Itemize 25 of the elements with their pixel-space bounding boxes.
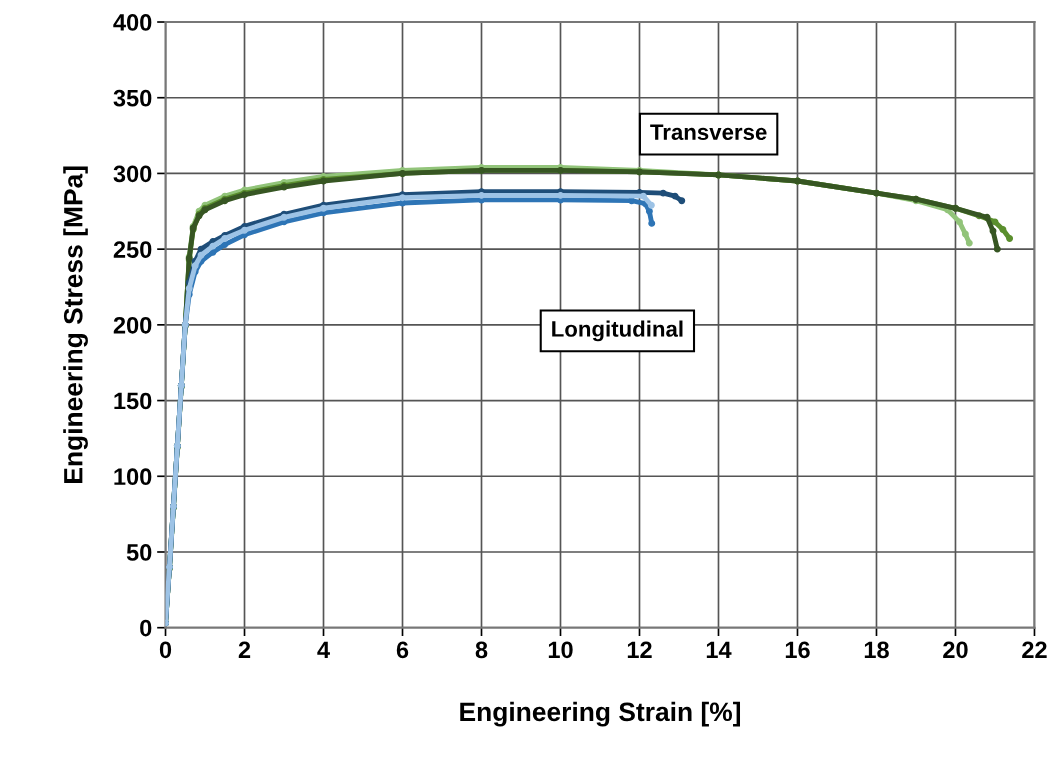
x-tick-label: 20 [943, 641, 968, 659]
y-tick-label: 50 [126, 544, 152, 561]
x-tick-label: 18 [864, 641, 889, 659]
annotation: Longitudinal [552, 320, 683, 342]
y-tick-label: 200 [113, 316, 152, 334]
x-tick-label: 8 [475, 641, 488, 659]
y-tick-label: 400 [113, 14, 152, 31]
annotation: Transverse [650, 124, 767, 141]
x-tick-label: 2 [238, 641, 251, 658]
y-tick-label: 0 [140, 619, 152, 637]
y-axis-title: Engineering Stress [MPa] [63, 166, 88, 483]
x-tick-label: 0 [159, 641, 172, 659]
x-tick-label: 4 [317, 641, 330, 658]
x-tick-label: 12 [627, 641, 652, 658]
x-tick-label: 6 [396, 641, 409, 659]
y-tick-label: 300 [113, 165, 152, 183]
x-axis-title: Engineering Strain [%] [460, 701, 741, 727]
x-tick-label: 16 [785, 641, 810, 659]
y-tick-label: 350 [113, 89, 152, 107]
y-tick-label: 250 [113, 241, 152, 258]
y-tick-label: 100 [114, 468, 152, 486]
x-tick-label: 22 [1022, 641, 1047, 658]
x-tick-label: 10 [548, 641, 573, 659]
y-tick-label: 150 [114, 392, 152, 410]
x-tick-label: 14 [706, 641, 732, 658]
